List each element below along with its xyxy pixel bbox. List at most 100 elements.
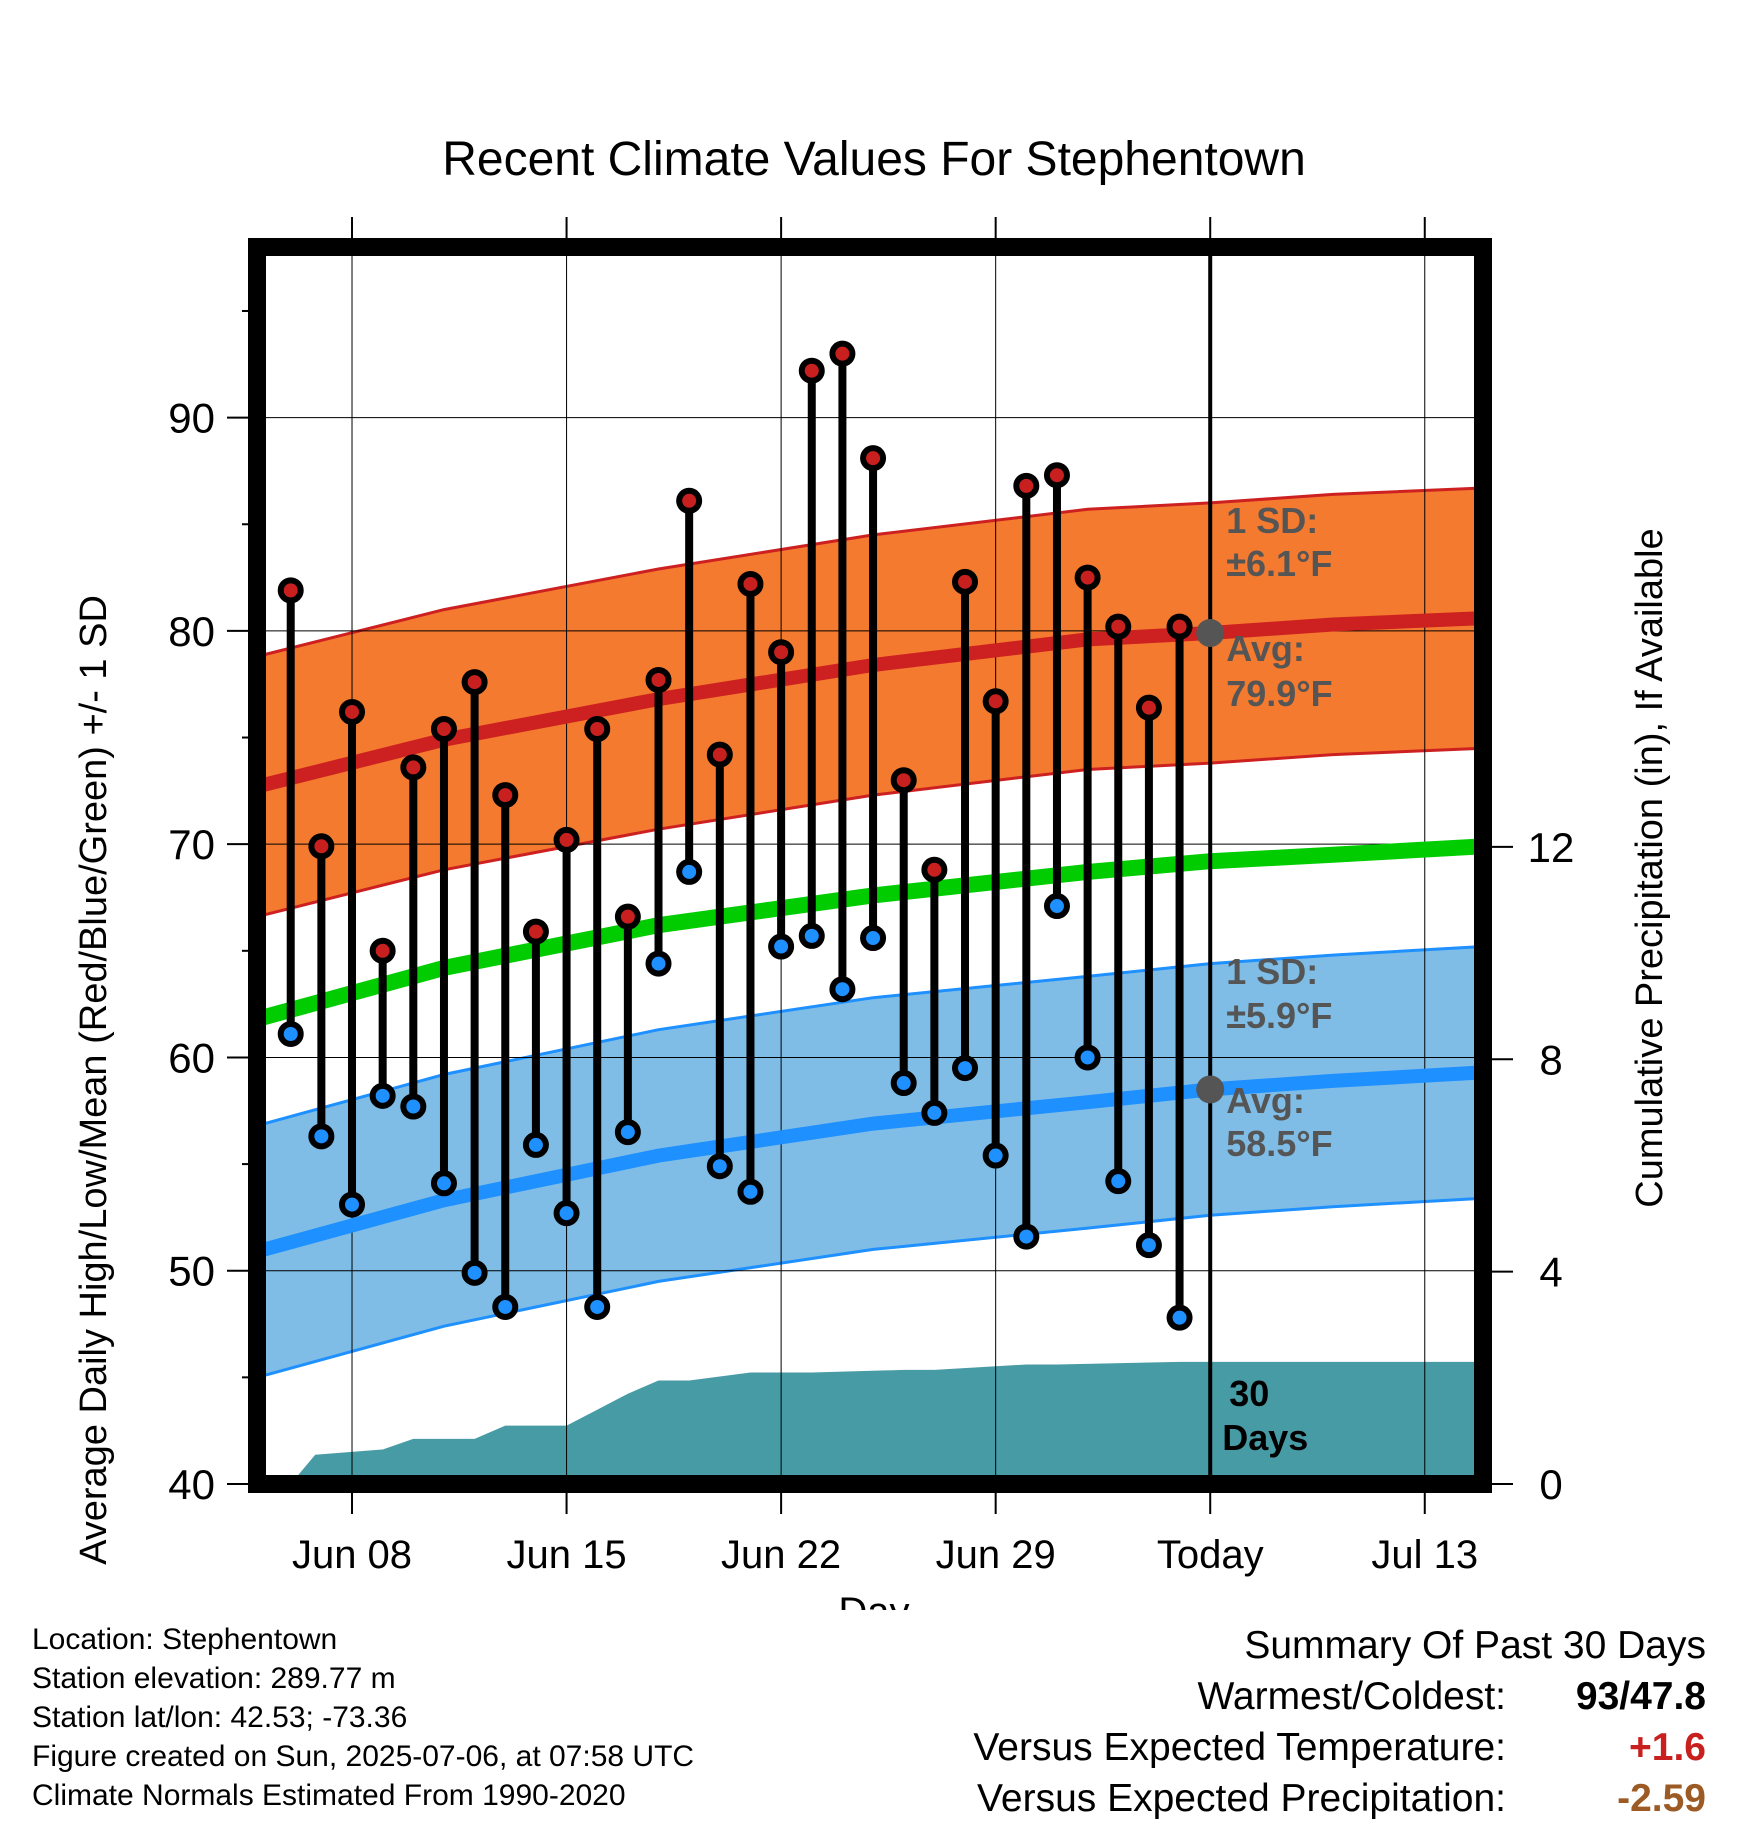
- low-point: [676, 858, 703, 885]
- high-sd-band-upper-edge: [256, 486, 1484, 658]
- y2-axis-label: Cumulative Precipitation (in), If Availa…: [1629, 528, 1671, 1207]
- x-tick-label: Jun 15: [507, 1533, 627, 1577]
- climate-chart: Recent Climate Values For Stephentown 1 …: [73, 133, 1671, 1610]
- high-point: [706, 741, 733, 768]
- low-point: [921, 1099, 948, 1126]
- low-sd-band-lower-edge: [256, 1196, 1484, 1379]
- high-sd-band-lower-edge: [256, 746, 1484, 919]
- high-normal-line: [255, 611, 1484, 794]
- y-tick-label: 60: [168, 1034, 215, 1081]
- warmest-row: Warmest/Coldest: 93/47.8: [973, 1671, 1706, 1722]
- high-point: [308, 833, 335, 860]
- low-point: [1166, 1304, 1193, 1331]
- high-point: [584, 716, 611, 743]
- low-point: [982, 1142, 1009, 1169]
- high-point: [492, 782, 519, 809]
- mean-normal-line: [254, 838, 1484, 1027]
- low-point: [1013, 1223, 1040, 1250]
- high-point: [277, 577, 304, 604]
- low-point: [706, 1153, 733, 1180]
- high-point: [737, 570, 764, 597]
- y2-tick-label: 12: [1528, 824, 1575, 871]
- high-point: [1105, 613, 1132, 640]
- high-avg-value: 79.9°F: [1226, 673, 1332, 714]
- high-point: [768, 639, 795, 666]
- high-sd-value: ±6.1°F: [1226, 543, 1332, 584]
- low-point: [1135, 1232, 1162, 1259]
- low-point: [1105, 1168, 1132, 1195]
- low-sd-label: 1 SD:: [1226, 951, 1318, 992]
- period-label-number: 30: [1229, 1373, 1269, 1414]
- high-point: [1074, 564, 1101, 591]
- high-point: [553, 826, 580, 853]
- low-point: [430, 1170, 457, 1197]
- x-tick-label: Jun 08: [292, 1533, 412, 1577]
- high-point: [1013, 472, 1040, 499]
- summary-panel: Summary Of Past 30 Days Warmest/Coldest:…: [973, 1620, 1706, 1824]
- high-point: [982, 688, 1009, 715]
- high-point: [676, 487, 703, 514]
- y-tick-label: 50: [168, 1248, 215, 1295]
- high-point: [1043, 462, 1070, 489]
- high-point: [645, 666, 672, 693]
- low-point: [798, 922, 825, 949]
- chart-title: Recent Climate Values For Stephentown: [442, 133, 1306, 186]
- low-point: [584, 1293, 611, 1320]
- low-point: [400, 1093, 427, 1120]
- y-tick-label: 40: [168, 1461, 215, 1508]
- x-tick-label: Jun 22: [721, 1533, 841, 1577]
- summary-title: Summary Of Past 30 Days: [1244, 1624, 1706, 1667]
- low-point: [492, 1293, 519, 1320]
- high-avg-label: Avg:: [1226, 628, 1305, 669]
- x-axis-label: Day: [838, 1590, 909, 1610]
- low-point: [277, 1020, 304, 1047]
- low-point: [890, 1070, 917, 1097]
- today-low-marker: [1196, 1075, 1225, 1104]
- precipitation-area: [290, 1361, 1484, 1484]
- low-point: [829, 976, 856, 1003]
- plot-frame: [248, 238, 1492, 1493]
- temp-row: Versus Expected Temperature: +1.6: [973, 1722, 1706, 1773]
- temp-value: +1.6: [1629, 1726, 1706, 1769]
- elevation-text: Station elevation: 289.77 m: [32, 1662, 396, 1695]
- low-point: [522, 1131, 549, 1158]
- y-tick-label: 80: [168, 608, 215, 655]
- precip-row: Versus Expected Precipitation: -2.59: [973, 1773, 1706, 1824]
- warmest-label: Warmest/Coldest:: [1197, 1675, 1506, 1718]
- y2-tick-label: 8: [1539, 1036, 1562, 1083]
- x-tick-label: Jun 29: [936, 1533, 1056, 1577]
- y-tick-label: 70: [168, 821, 215, 868]
- latlon-text: Station lat/lon: 42.53; -73.36: [32, 1701, 408, 1734]
- low-point: [645, 950, 672, 977]
- high-point: [369, 937, 396, 964]
- low-point: [461, 1259, 488, 1286]
- low-point: [737, 1178, 764, 1205]
- y2-tick-label: 4: [1539, 1249, 1562, 1296]
- normals-text: Climate Normals Estimated From 1990-2020: [32, 1779, 626, 1812]
- created-text: Figure created on Sun, 2025-07-06, at 07…: [32, 1740, 695, 1773]
- low-avg-label: Avg:: [1226, 1080, 1305, 1121]
- high-point: [890, 767, 917, 794]
- high-sd-label: 1 SD:: [1226, 500, 1318, 541]
- low-point: [860, 925, 887, 952]
- high-point: [860, 445, 887, 472]
- high-point: [829, 340, 856, 367]
- low-avg-value: 58.5°F: [1226, 1123, 1332, 1164]
- high-point: [339, 698, 366, 725]
- y-axis-label: Average Daily High/Low/Mean (Red/Blue/Gr…: [73, 595, 115, 1565]
- x-tick-label: Jul 13: [1371, 1533, 1478, 1577]
- low-point: [339, 1191, 366, 1218]
- high-point: [1166, 613, 1193, 640]
- today-high-marker: [1196, 619, 1225, 648]
- high-point: [522, 918, 549, 945]
- high-point: [614, 903, 641, 930]
- warmest-value: 93/47.8: [1575, 1675, 1706, 1718]
- precip-value: -2.59: [1617, 1777, 1706, 1820]
- high-point: [952, 568, 979, 595]
- high-point: [1135, 694, 1162, 721]
- low-normal-line: [255, 1065, 1484, 1259]
- y2-tick-label: 0: [1539, 1461, 1562, 1508]
- high-point: [798, 357, 825, 384]
- low-point: [1043, 893, 1070, 920]
- low-point: [369, 1082, 396, 1109]
